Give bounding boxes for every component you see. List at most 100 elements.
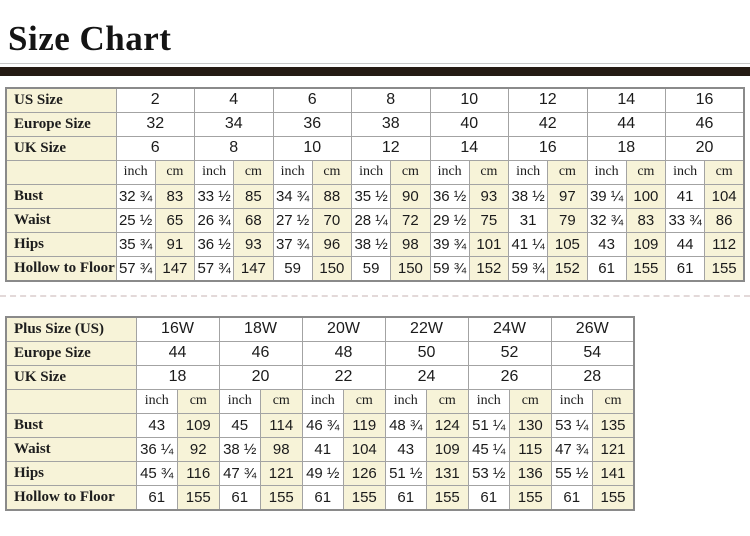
measurement-cell: 97 (547, 183, 588, 209)
measurement-cell: 53 ¼ (550, 412, 593, 438)
unit-cm-header: cm (547, 159, 588, 185)
measurement-cell: 45 ¾ (135, 460, 178, 486)
measurement-cell: 70 (311, 207, 353, 233)
measurement-cell: 116 (177, 460, 220, 486)
measurement-cell: 36 ½ (429, 183, 470, 209)
measurement-row: Waist 36 ¼ 92 38 ½ 98 41 104 43 109 45 ¼ 115 47 ¾ 12… (5, 436, 635, 462)
measurement-cell: 61 (550, 484, 593, 510)
measurement-cell: 155 (592, 484, 635, 510)
measurement-cell: 45 ¼ (467, 436, 510, 462)
measurement-cell: 105 (547, 231, 588, 257)
size-value-cell: 8 (351, 87, 431, 113)
size-value-cell: 10 (429, 87, 509, 113)
measurement-cell: 41 (664, 183, 706, 209)
measurement-cell: 35 ½ (350, 183, 392, 209)
unit-inch-header: inch (384, 388, 427, 414)
size-value-cell: 6 (272, 87, 352, 113)
measurement-cell: 61 (664, 255, 706, 281)
unit-inch-header: inch (664, 159, 706, 185)
unit-cm-header: cm (260, 388, 303, 414)
row-label: Plus Size (US) (5, 316, 137, 342)
measurement-cell: 51 ¼ (467, 412, 510, 438)
unit-inch-header: inch (272, 159, 313, 185)
measurement-cell: 41 ¼ (507, 231, 549, 257)
measurement-cell: 93 (468, 183, 510, 209)
measurement-cell: 59 ¾ (429, 255, 470, 281)
row-label: Hips (5, 460, 137, 486)
size-value-cell: 28 (550, 364, 635, 390)
measurement-cell: 96 (311, 231, 353, 257)
measurement-cell: 75 (468, 207, 510, 233)
measurement-cell: 130 (509, 412, 552, 438)
measurement-cell: 47 ¾ (218, 460, 261, 486)
size-row: UK Size 6 8 10 12 14 16 18 20 (5, 135, 745, 161)
size-value-cell: 48 (301, 340, 386, 366)
unit-cm-header: cm (509, 388, 552, 414)
measurement-row: Hollow to Floor 57 ¾ 147 57 ¾ 147 59 150 59 150 5… (5, 255, 745, 281)
plus-size-table: Plus Size (US) 16W 18W 20W 22W 24W 26W Europe S… (5, 315, 635, 511)
measurement-cell: 57 ¾ (115, 255, 156, 281)
size-value-cell: 6 (115, 135, 195, 161)
measurement-cell: 59 (350, 255, 392, 281)
size-value-cell: 24 (384, 364, 469, 390)
measurement-cell: 49 ½ (301, 460, 344, 486)
unit-inch-header: inch (429, 159, 470, 185)
measurement-cell: 33 ½ (193, 183, 235, 209)
row-label: Europe Size (5, 111, 117, 137)
size-value-cell: 22W (384, 316, 469, 342)
size-value-cell: 42 (508, 111, 588, 137)
row-label: Europe Size (5, 340, 137, 366)
row-label-empty (5, 159, 117, 185)
measurement-cell: 41 (301, 436, 344, 462)
unit-cm-header: cm (390, 159, 431, 185)
unit-inch-header: inch (301, 388, 344, 414)
row-label: Bust (5, 183, 117, 209)
measurement-cell: 141 (592, 460, 635, 486)
size-value-cell: 8 (194, 135, 274, 161)
measurement-cell: 91 (154, 231, 196, 257)
size-value-cell: 12 (351, 135, 431, 161)
unit-cm-header: cm (311, 159, 353, 185)
measurement-cell: 61 (467, 484, 510, 510)
measurement-cell: 65 (154, 207, 196, 233)
measurement-cell: 98 (260, 436, 303, 462)
unit-inch-header: inch (507, 159, 549, 185)
size-value-cell: 46 (665, 111, 745, 137)
measurement-cell: 152 (468, 255, 510, 281)
measurement-cell: 31 (507, 207, 549, 233)
title-underline (0, 62, 750, 64)
measurement-cell: 90 (390, 183, 431, 209)
measurement-cell: 53 ½ (467, 460, 510, 486)
unit-inch-header: inch (550, 388, 593, 414)
unit-cm-header: cm (343, 388, 386, 414)
measurement-cell: 36 ¼ (135, 436, 178, 462)
measurement-cell: 61 (218, 484, 261, 510)
measurement-cell: 61 (301, 484, 344, 510)
measurement-cell: 155 (509, 484, 552, 510)
measurement-cell: 38 ½ (218, 436, 261, 462)
measurement-cell: 155 (343, 484, 386, 510)
measurement-cell: 93 (233, 231, 274, 257)
unit-header-row: inch cm inch cm inch cm inch cm inch cm inch cm (5, 388, 635, 414)
row-label: Hips (5, 231, 117, 257)
measurement-cell: 88 (311, 183, 353, 209)
size-value-cell: 32 (115, 111, 195, 137)
measurement-cell: 121 (592, 436, 635, 462)
unit-inch-header: inch (115, 159, 156, 185)
size-value-cell: 12 (508, 87, 588, 113)
measurement-cell: 100 (625, 183, 667, 209)
row-label: Hollow to Floor (5, 255, 117, 281)
measurement-cell: 59 ¾ (507, 255, 549, 281)
measurement-cell: 131 (426, 460, 469, 486)
measurement-cell: 45 (218, 412, 261, 438)
measurement-cell: 44 (664, 231, 706, 257)
size-value-cell: 4 (194, 87, 274, 113)
measurement-cell: 38 ½ (350, 231, 392, 257)
measurement-cell: 109 (177, 412, 220, 438)
measurement-cell: 43 (135, 412, 178, 438)
size-value-cell: 20 (218, 364, 303, 390)
measurement-cell: 72 (390, 207, 431, 233)
unit-cm-header: cm (177, 388, 220, 414)
